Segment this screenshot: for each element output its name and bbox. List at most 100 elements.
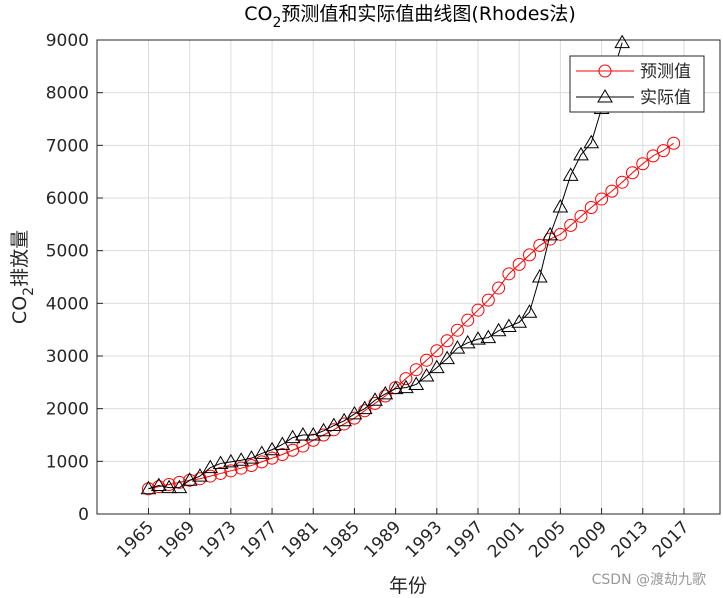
marker xyxy=(522,248,536,262)
marker xyxy=(439,350,455,365)
marker xyxy=(597,89,613,103)
chart-title: CO2预测值和实际值曲线图(Rhodes法) xyxy=(244,3,576,31)
marker xyxy=(481,293,495,307)
marker xyxy=(511,314,528,328)
y-tick-label: 5000 xyxy=(46,242,89,262)
x-tick-label: 2001 xyxy=(484,517,529,562)
marker xyxy=(584,200,598,214)
x-axis-label: 年份 xyxy=(389,575,427,597)
marker xyxy=(450,323,464,337)
marker xyxy=(305,427,322,441)
marker xyxy=(295,427,311,441)
marker xyxy=(409,363,423,377)
marker xyxy=(564,218,578,232)
marker xyxy=(574,209,588,223)
axes-box xyxy=(96,39,721,515)
y-axis-label: CO2排放量 xyxy=(9,230,37,324)
marker xyxy=(459,334,476,349)
marker xyxy=(625,166,639,180)
x-tick-label: 1989 xyxy=(360,517,405,562)
marker xyxy=(598,64,612,78)
marker xyxy=(212,455,229,469)
marker xyxy=(595,192,609,206)
marker xyxy=(234,461,248,475)
marker xyxy=(161,479,177,494)
y-tick-label: 7000 xyxy=(46,136,89,156)
marker xyxy=(461,313,475,327)
marker xyxy=(471,303,485,317)
marker xyxy=(490,322,507,337)
marker xyxy=(646,149,660,163)
marker xyxy=(140,480,157,495)
marker xyxy=(552,198,569,213)
marker xyxy=(428,359,445,374)
marker xyxy=(202,459,219,474)
marker xyxy=(470,331,486,345)
x-tick-label: 2009 xyxy=(566,517,611,562)
ylabel-part: 排放量 xyxy=(9,230,31,287)
plot-area xyxy=(97,40,720,514)
marker xyxy=(358,404,372,418)
y-tick-label: 0 xyxy=(78,505,89,525)
legend-box xyxy=(569,55,705,113)
x-tick-label: 1973 xyxy=(196,517,241,562)
x-tick-label: 1977 xyxy=(237,517,282,562)
marker xyxy=(512,257,526,271)
marker xyxy=(521,304,538,318)
marker xyxy=(214,466,228,480)
marker xyxy=(181,472,198,486)
legend-label: 预测值 xyxy=(640,62,691,82)
marker xyxy=(492,281,506,295)
marker xyxy=(430,344,444,358)
marker xyxy=(667,136,681,150)
marker xyxy=(284,429,301,444)
marker xyxy=(531,269,548,283)
marker xyxy=(172,475,186,489)
marker xyxy=(387,380,404,395)
y-tick-label: 3000 xyxy=(46,347,89,367)
x-tick-label: 1985 xyxy=(319,517,364,562)
x-tick-label: 1965 xyxy=(113,517,158,562)
marker xyxy=(420,353,434,367)
y-tick-label: 6000 xyxy=(46,189,89,209)
title-part: CO xyxy=(244,3,272,25)
marker xyxy=(398,379,414,394)
marker xyxy=(150,477,167,492)
marker xyxy=(183,473,197,487)
marker xyxy=(502,267,516,281)
x-tick-label: 2017 xyxy=(649,517,694,562)
marker xyxy=(378,389,392,403)
marker xyxy=(573,146,589,161)
marker xyxy=(356,400,373,415)
y-tick-label: 4000 xyxy=(46,294,89,314)
marker xyxy=(656,144,670,158)
series-line xyxy=(148,42,623,490)
marker xyxy=(399,372,413,386)
ylabel-part: 2 xyxy=(21,287,37,296)
marker xyxy=(336,412,353,427)
marker xyxy=(542,226,558,241)
marker xyxy=(171,479,188,494)
x-tick-label: 1969 xyxy=(154,517,199,562)
ylabel-part: CO xyxy=(9,296,31,324)
marker xyxy=(408,376,425,390)
marker xyxy=(562,167,579,181)
marker xyxy=(233,452,250,466)
title-part: 2 xyxy=(272,15,281,31)
marker xyxy=(583,134,600,149)
marker xyxy=(614,34,631,49)
marker xyxy=(222,453,239,468)
series-line xyxy=(148,142,674,490)
marker xyxy=(274,436,291,450)
x-tick-label: 1981 xyxy=(278,517,323,562)
marker xyxy=(605,184,619,198)
x-tick-label: 2005 xyxy=(525,517,570,562)
marker xyxy=(253,445,270,459)
x-tick-label: 1993 xyxy=(402,517,447,562)
marker xyxy=(440,334,454,348)
marker xyxy=(533,238,547,252)
marker xyxy=(418,368,435,382)
marker xyxy=(501,318,517,333)
watermark: CSDN @渡劫九歌 xyxy=(592,572,706,588)
